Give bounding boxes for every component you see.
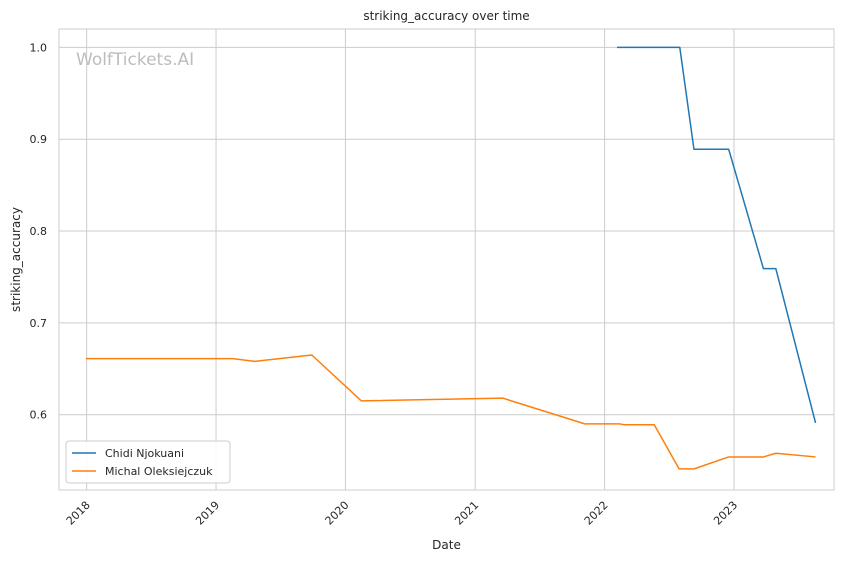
y-tick-label: 0.6 [30, 409, 48, 422]
y-tick-label: 1.0 [30, 41, 48, 54]
y-axis-ticks: 0.6 0.7 0.8 0.9 1.0 [30, 41, 48, 421]
series-line-michal-oleksiejczuk [85, 354, 816, 470]
legend-box [65, 440, 231, 484]
watermark: WolfTickets.AI [76, 50, 194, 70]
x-tick-label: 2021 [452, 499, 481, 528]
x-axis-ticks: 2018 2019 2020 2021 2022 2023 [64, 499, 740, 528]
y-tick-label: 0.7 [30, 317, 48, 330]
y-tick-label: 0.8 [30, 225, 48, 238]
series-line-chidi-njokuani [617, 46, 817, 424]
x-tick-label: 2022 [582, 499, 611, 528]
grid [59, 29, 834, 490]
x-axis-label: Date [432, 538, 461, 552]
x-tick-label: 2018 [64, 499, 93, 528]
series-layer [85, 46, 817, 470]
legend: Chidi Njokuani Michal Oleksiejczuk [65, 440, 231, 484]
y-axis-label: striking_accuracy [9, 207, 23, 312]
legend-label-michal-oleksiejczuk: Michal Oleksiejczuk [105, 465, 213, 478]
x-tick-label: 2019 [193, 499, 222, 528]
y-tick-label: 0.9 [30, 133, 48, 146]
legend-label-chidi-njokuani: Chidi Njokuani [105, 447, 184, 460]
plot-area [58, 28, 835, 491]
chart-title: striking_accuracy over time [363, 9, 529, 23]
x-tick-label: 2020 [323, 499, 352, 528]
x-tick-label: 2023 [711, 499, 740, 528]
